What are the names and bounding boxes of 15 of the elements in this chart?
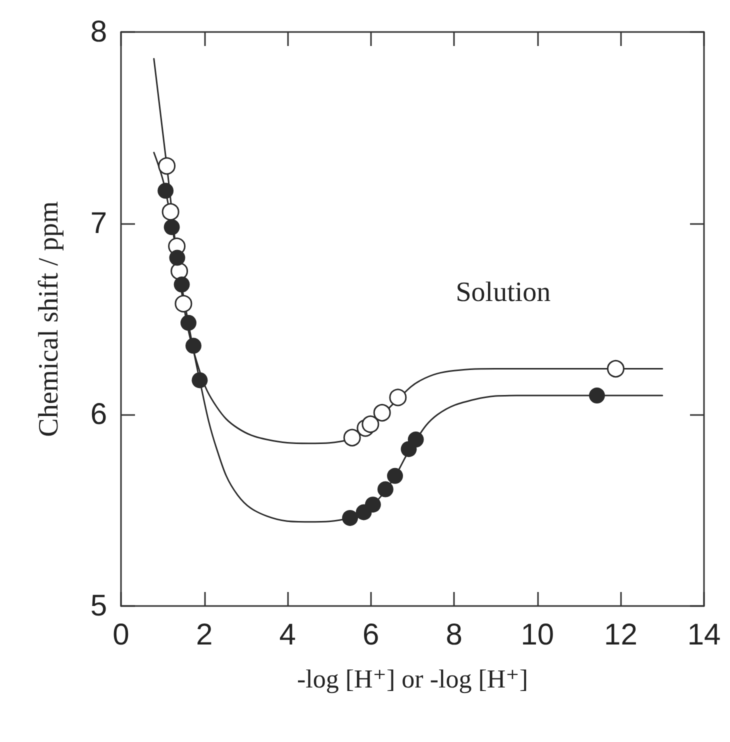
x-tick-label: 2 xyxy=(196,618,213,652)
x-tick-label: 4 xyxy=(279,618,296,652)
y-tick-label: 7 xyxy=(90,206,107,240)
y-tick-label: 6 xyxy=(90,398,107,432)
y-tick-label: 8 xyxy=(90,16,107,48)
text: Solution xyxy=(456,277,551,308)
x-tick-label: 0 xyxy=(112,618,130,652)
x-tick-label: 14 xyxy=(687,618,721,652)
x-axis-title: -log [H⁺] or -log [H⁺] xyxy=(296,664,528,694)
y-axis-title: Chemical shift / ppm xyxy=(34,200,64,437)
y-tick-label: 5 xyxy=(90,590,107,622)
x-tick-label: 12 xyxy=(604,618,638,652)
x-tick-label: 8 xyxy=(446,618,462,652)
x-tick-label: 10 xyxy=(520,618,554,652)
x-tick-label: 6 xyxy=(362,618,380,652)
